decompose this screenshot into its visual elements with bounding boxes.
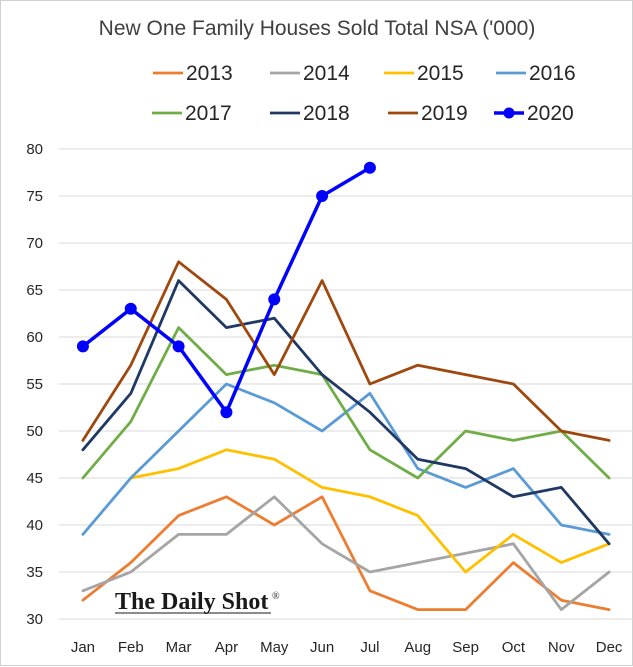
series-2019	[81, 260, 611, 442]
y-axis-ticks: 30 35 40 45 50 55 60 65 70 75 80	[26, 141, 43, 628]
legend-label: 2019	[421, 102, 468, 125]
legend-item-2015: 2015	[384, 62, 464, 85]
series-line-2016	[81, 382, 611, 536]
legend: 2013 2014 2015 2016 2017 2018 2019 2020	[152, 62, 576, 125]
y-tick-label: 75	[26, 188, 43, 205]
data-point-2020	[172, 340, 185, 353]
x-tick-label: Dec	[596, 639, 623, 656]
series-lines	[76, 161, 611, 611]
y-tick-label: 55	[26, 376, 43, 393]
data-point-2020	[363, 161, 376, 174]
data-point-2020	[124, 302, 137, 315]
y-tick-label: 50	[26, 423, 43, 440]
legend-item-2017: 2017	[152, 102, 232, 125]
y-tick-label: 60	[26, 329, 43, 346]
legend-marker	[503, 107, 515, 119]
y-tick-label: 40	[26, 517, 43, 534]
y-tick-label: 35	[26, 564, 43, 581]
x-tick-label: Mar	[166, 639, 192, 656]
series-2020	[76, 161, 376, 419]
x-tick-label: Jan	[71, 639, 95, 656]
series-2016	[81, 382, 611, 536]
legend-item-2013: 2013	[153, 62, 233, 85]
y-tick-label: 30	[26, 611, 43, 628]
legend-item-2016: 2016	[496, 62, 576, 85]
legend-item-2014: 2014	[270, 62, 350, 85]
watermark-logo: The Daily Shot ®	[115, 589, 280, 615]
y-tick-label: 70	[26, 235, 43, 252]
gridlines	[59, 148, 633, 620]
y-tick-label: 80	[26, 141, 43, 158]
legend-label: 2017	[185, 102, 232, 125]
legend-label: 2020	[527, 102, 574, 125]
x-tick-label: Sep	[452, 639, 479, 656]
legend-label: 2014	[303, 62, 350, 85]
y-tick-label: 65	[26, 282, 43, 299]
legend-label: 2015	[417, 62, 464, 85]
watermark-text: The Daily Shot	[115, 589, 268, 615]
x-tick-label: Apr	[215, 639, 238, 656]
legend-item-2020: 2020	[494, 102, 574, 125]
x-axis-ticks: Jan Feb Mar Apr May Jun Jul Aug Sep Oct Nov Dec	[71, 639, 623, 656]
series-line-2018	[81, 279, 611, 546]
x-tick-label: Aug	[404, 639, 431, 656]
series-2013	[81, 495, 611, 611]
series-2017	[81, 326, 611, 480]
watermark-registered-mark: ®	[272, 591, 280, 602]
y-tick-label: 45	[26, 470, 43, 487]
data-point-2020	[268, 293, 281, 306]
series-line-2014	[81, 495, 611, 611]
legend-item-2019: 2019	[388, 102, 468, 125]
series-2015	[129, 448, 611, 574]
series-2014	[81, 495, 611, 611]
x-tick-label: Oct	[502, 639, 526, 656]
series-line-2015	[129, 448, 611, 574]
x-tick-label: Nov	[548, 639, 575, 656]
x-tick-label: Feb	[118, 639, 144, 656]
data-point-2020	[220, 406, 233, 419]
series-line-2019	[81, 260, 611, 442]
legend-item-2018: 2018	[270, 102, 350, 125]
legend-label: 2018	[303, 102, 350, 125]
series-line-2017	[81, 326, 611, 480]
chart-title: New One Family Houses Sold Total NSA ('0…	[99, 17, 536, 40]
x-tick-label: Jul	[360, 639, 379, 656]
legend-label: 2013	[186, 62, 233, 85]
x-tick-label: Jun	[310, 639, 334, 656]
series-line-2013	[81, 495, 611, 611]
legend-label: 2016	[529, 62, 576, 85]
series-2018	[81, 279, 611, 546]
data-point-2020	[76, 340, 89, 353]
x-tick-label: May	[260, 639, 289, 656]
data-point-2020	[316, 190, 329, 202]
